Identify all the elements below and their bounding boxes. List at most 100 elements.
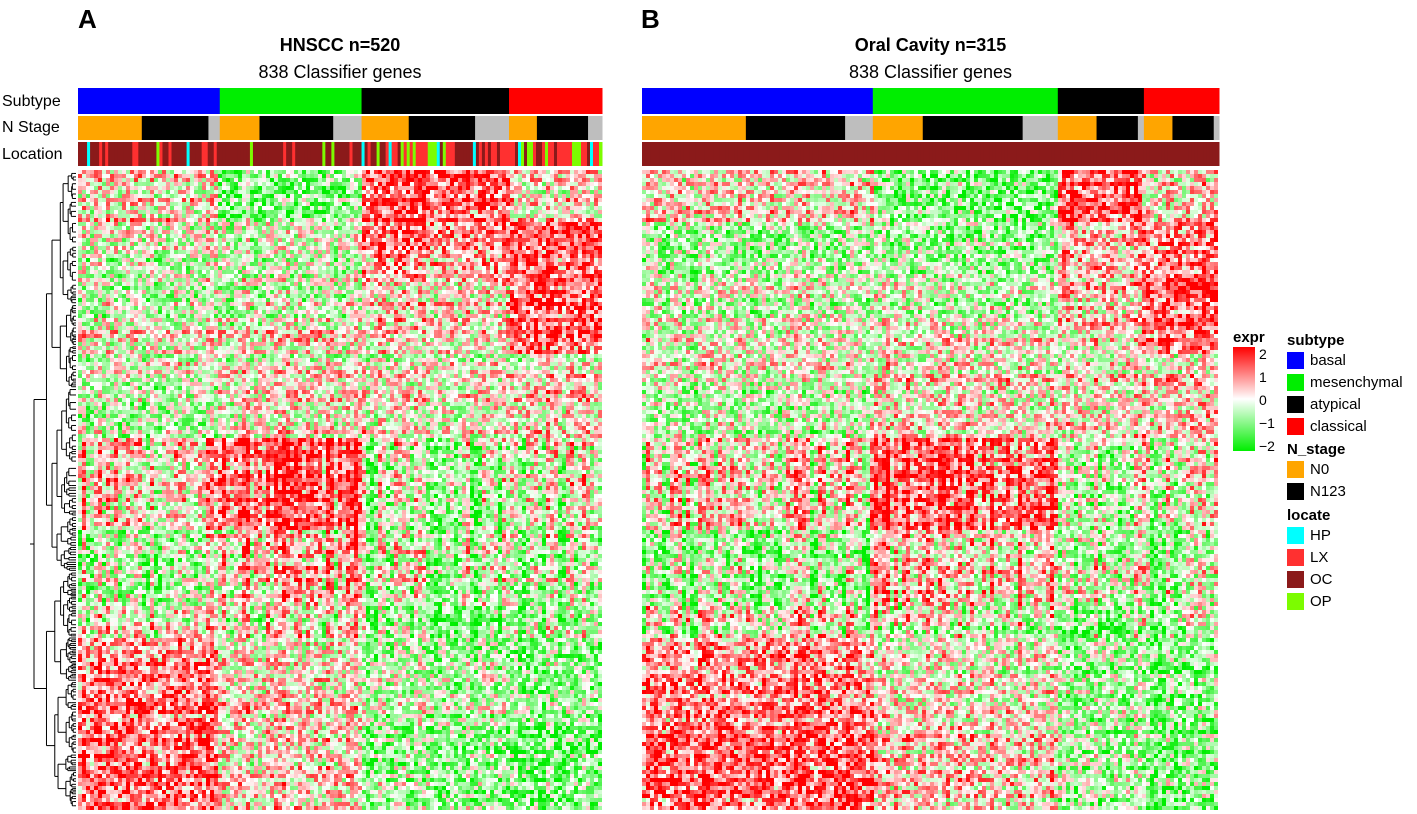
heatmap-cell — [410, 242, 414, 246]
heatmap-cell — [98, 170, 102, 174]
heatmap-cell — [150, 274, 154, 278]
heatmap-cell — [426, 246, 430, 250]
heatmap-cell — [106, 282, 110, 286]
heatmap-cell — [118, 182, 122, 186]
heatmap-cell — [110, 210, 114, 214]
heatmap-cell — [386, 250, 390, 254]
heatmap-cell — [106, 250, 110, 254]
heatmap-cell — [314, 270, 318, 274]
heatmap-cell — [542, 210, 546, 214]
heatmap-cell — [582, 194, 586, 198]
heatmap-cell — [250, 266, 254, 270]
heatmap-cell — [558, 290, 562, 294]
heatmap-cell — [198, 178, 202, 182]
heatmap-cell — [262, 238, 266, 242]
heatmap-cell — [110, 174, 114, 178]
heatmap-cell — [330, 210, 334, 214]
heatmap-cell — [538, 290, 542, 294]
heatmap-cell — [366, 282, 370, 286]
heatmap-cell — [438, 226, 442, 230]
heatmap-cell — [322, 258, 326, 262]
heatmap-cell — [370, 210, 374, 214]
heatmap-cell — [82, 234, 86, 238]
heatmap-cell — [570, 294, 574, 298]
heatmap-cell — [390, 222, 394, 226]
heatmap-cell — [598, 222, 602, 226]
heatmap-cell — [418, 222, 422, 226]
heatmap-cell — [546, 250, 550, 254]
heatmap-cell — [410, 206, 414, 210]
heatmap-cell — [438, 190, 442, 194]
heatmap-cell — [202, 242, 206, 246]
heatmap-cell — [530, 306, 534, 310]
heatmap-cell — [466, 262, 470, 266]
heatmap-cell — [362, 286, 366, 290]
heatmap-cell — [210, 278, 214, 282]
heatmap-cell — [434, 258, 438, 262]
heatmap-cell — [258, 294, 262, 298]
heatmap-cell — [322, 206, 326, 210]
heatmap-cell — [394, 238, 398, 242]
heatmap-cell — [566, 302, 570, 306]
heatmap-cell — [578, 306, 582, 310]
heatmap-cell — [94, 290, 98, 294]
heatmap-cell — [250, 250, 254, 254]
heatmap-cell — [282, 298, 286, 302]
heatmap-cell — [150, 182, 154, 186]
heatmap-cell — [138, 214, 142, 218]
heatmap-cell — [230, 186, 234, 190]
heatmap-cell — [290, 262, 294, 266]
heatmap-cell — [298, 186, 302, 190]
heatmap-cell — [366, 290, 370, 294]
heatmap-cell — [398, 250, 402, 254]
heatmap-cell — [330, 278, 334, 282]
heatmap-cell — [294, 230, 298, 234]
heatmap-cell — [258, 206, 262, 210]
heatmap-cell — [310, 226, 314, 230]
heatmap-cell — [554, 290, 558, 294]
heatmap-cell — [194, 314, 198, 318]
heatmap-cell — [270, 222, 274, 226]
heatmap-cell — [454, 274, 458, 278]
heatmap-cell — [462, 310, 466, 314]
heatmap-cell — [318, 266, 322, 270]
heatmap-cell — [118, 282, 122, 286]
heatmap-cell — [186, 230, 190, 234]
heatmap-cell — [106, 274, 110, 278]
location-annotation-cell — [382, 142, 387, 166]
heatmap-cell — [418, 242, 422, 246]
heatmap-cell — [278, 218, 282, 222]
heatmap-cell — [418, 190, 422, 194]
heatmap-cell — [550, 274, 554, 278]
heatmap-cell — [278, 266, 282, 270]
heatmap-cell — [554, 250, 558, 254]
heatmap-cell — [338, 246, 342, 250]
heatmap-cell — [490, 202, 494, 206]
heatmap-cell — [274, 170, 278, 174]
heatmap-cell — [182, 202, 186, 206]
heatmap-cell — [466, 282, 470, 286]
heatmap-cell — [522, 302, 526, 306]
heatmap-cell — [302, 286, 306, 290]
heatmap-cell — [366, 230, 370, 234]
heatmap-cell — [306, 306, 310, 310]
location-annotation-cell — [171, 142, 176, 166]
heatmap-cell — [502, 222, 506, 226]
heatmap-cell — [318, 218, 322, 222]
heatmap-cell — [394, 174, 398, 178]
heatmap-cell — [478, 194, 482, 198]
heatmap-cell — [498, 302, 502, 306]
heatmap-cell — [166, 258, 170, 262]
heatmap-cell — [314, 238, 318, 242]
heatmap-cell — [250, 314, 254, 318]
heatmap-cell — [438, 210, 442, 214]
heatmap-cell — [334, 306, 338, 310]
heatmap-cell — [354, 198, 358, 202]
heatmap-cell — [590, 178, 594, 182]
heatmap-cell — [78, 234, 82, 238]
heatmap-cell — [194, 266, 198, 270]
heatmap-cell — [138, 294, 142, 298]
heatmap-cell — [126, 310, 130, 314]
heatmap-cell — [438, 294, 442, 298]
heatmap-cell — [426, 282, 430, 286]
